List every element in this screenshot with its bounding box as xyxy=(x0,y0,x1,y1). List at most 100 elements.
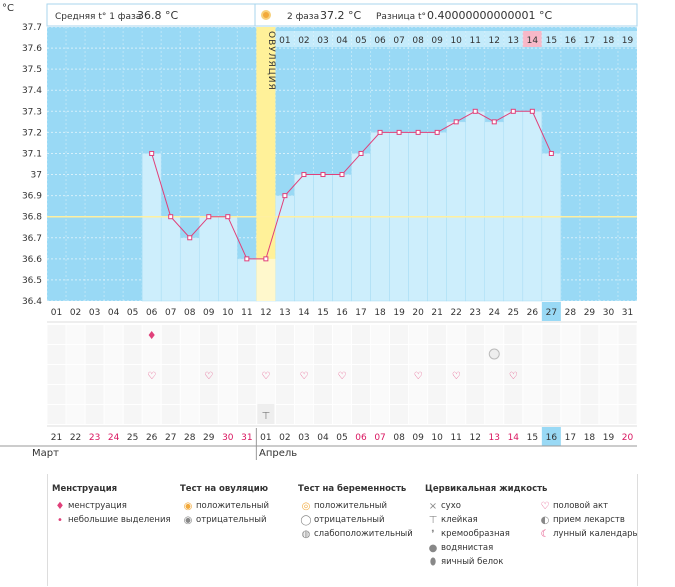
cycle-day-label: 29 xyxy=(584,308,596,318)
cycle-day-label: 11 xyxy=(241,308,252,318)
legend-item: прием лекарств xyxy=(553,515,625,525)
legend-item: лунный календарь xyxy=(553,529,638,539)
legend-item: яичный белок xyxy=(441,557,504,567)
cycle-day-label: 05 xyxy=(127,308,138,318)
marker-cell xyxy=(85,385,104,404)
cycle-day-label: 31 xyxy=(622,308,633,318)
marker-cell xyxy=(428,405,447,424)
temperature-point xyxy=(149,150,155,156)
marker-cell xyxy=(523,325,542,344)
date-label: 05 xyxy=(336,433,347,443)
y-tick-label: 36.8 xyxy=(22,213,42,223)
marker-cell xyxy=(561,345,580,364)
luteal-day-label: 06 xyxy=(374,36,386,46)
date-label: 27 xyxy=(165,433,176,443)
luteal-day-label: 11 xyxy=(469,36,480,46)
current-date-cell xyxy=(541,427,561,446)
date-label: 16 xyxy=(546,433,558,443)
date-label: 13 xyxy=(489,433,500,443)
marker-cell xyxy=(123,405,142,424)
cross-icon: × xyxy=(428,500,438,512)
marker-cell xyxy=(352,325,371,344)
heart-icon: ♡ xyxy=(147,371,156,382)
marker-cell xyxy=(237,345,256,364)
marker-cell xyxy=(104,365,123,384)
cycle-day-label: 06 xyxy=(146,308,158,318)
legend-item: небольшие выделения xyxy=(68,515,171,525)
eggwhite-icon: ⬮ xyxy=(429,556,437,568)
temperature-point xyxy=(529,108,535,114)
date-label: 09 xyxy=(412,433,424,443)
marker-cell xyxy=(542,405,561,424)
marker-cell xyxy=(47,325,66,344)
cycle-day-label: 28 xyxy=(565,308,577,318)
temperature-point xyxy=(339,172,345,178)
marker-cell xyxy=(313,325,332,344)
temperature-point xyxy=(225,214,231,220)
heart-icon: ♡ xyxy=(338,371,347,382)
marker-cell xyxy=(142,405,161,424)
marker-cell xyxy=(332,365,352,384)
marker-cell xyxy=(161,385,180,404)
luteal-day-label: 19 xyxy=(622,36,634,46)
legend-item: половой акт xyxy=(553,501,609,511)
marker-cell xyxy=(523,345,542,364)
sticky-icon: ⊤ xyxy=(262,411,271,422)
date-label: 28 xyxy=(184,433,196,443)
marker-cell xyxy=(428,365,447,384)
luteal-day-cell xyxy=(313,31,333,47)
marker-cell xyxy=(161,345,180,364)
marker-cell xyxy=(237,405,256,424)
marker-cell xyxy=(104,385,123,404)
temperature-point xyxy=(453,119,459,125)
diff-label: Разница t° xyxy=(376,12,426,22)
marker-cell xyxy=(218,385,237,404)
marker-cell xyxy=(180,385,199,404)
menstruation-drop-icon: ♦ xyxy=(147,329,157,342)
heart-icon: ♡ xyxy=(414,371,423,382)
marker-cell xyxy=(47,385,66,404)
date-label: 07 xyxy=(374,433,385,443)
sun-negative-icon: ◉ xyxy=(183,514,193,526)
date-label: 26 xyxy=(146,433,158,443)
marker-cell xyxy=(352,365,371,384)
heart-icon: ♡ xyxy=(540,500,550,512)
temperature-bar xyxy=(294,174,314,302)
temperature-bar xyxy=(275,195,295,302)
marker-cell xyxy=(580,405,599,424)
marker-cell xyxy=(256,365,275,384)
pregnancy-test-icon xyxy=(488,348,500,360)
temperature-bar xyxy=(446,121,466,302)
luteal-day-label: 15 xyxy=(546,36,557,46)
temperature-bar xyxy=(541,153,562,302)
phase2-value: 37.2 °C xyxy=(320,9,361,22)
marker-cell xyxy=(561,325,580,344)
marker-cell xyxy=(504,385,523,404)
luteal-day-label: 16 xyxy=(565,36,577,46)
legend-ovulation-test: Тест на овуляцию ◉ положительный ◉ отрицат… xyxy=(180,484,269,527)
y-tick-label: 36.7 xyxy=(22,234,42,244)
cycle-day-label: 16 xyxy=(336,308,348,318)
heart-icon: ♡ xyxy=(452,371,461,382)
marker-cell xyxy=(199,405,218,424)
temperature-point xyxy=(282,193,288,199)
date-label: 01 xyxy=(260,433,271,443)
cycle-day-label: 14 xyxy=(298,308,310,318)
marker-cell xyxy=(66,325,85,344)
marker-cell xyxy=(580,345,599,364)
date-label: 14 xyxy=(508,433,520,443)
marker-cell xyxy=(504,325,523,344)
luteal-day-label: 08 xyxy=(412,36,424,46)
date-label: 25 xyxy=(127,433,138,443)
marker-cell xyxy=(66,365,85,384)
marker-cell xyxy=(275,405,294,424)
marker-cell xyxy=(237,385,256,404)
y-tick-label: 36.6 xyxy=(22,255,42,265)
marker-cell xyxy=(85,365,104,384)
luteal-day-cell xyxy=(332,31,352,47)
marker-cell xyxy=(352,405,371,424)
marker-cell xyxy=(275,325,294,344)
luteal-day-cell xyxy=(484,31,504,47)
marker-cell xyxy=(237,365,256,384)
date-label: 31 xyxy=(241,433,252,443)
